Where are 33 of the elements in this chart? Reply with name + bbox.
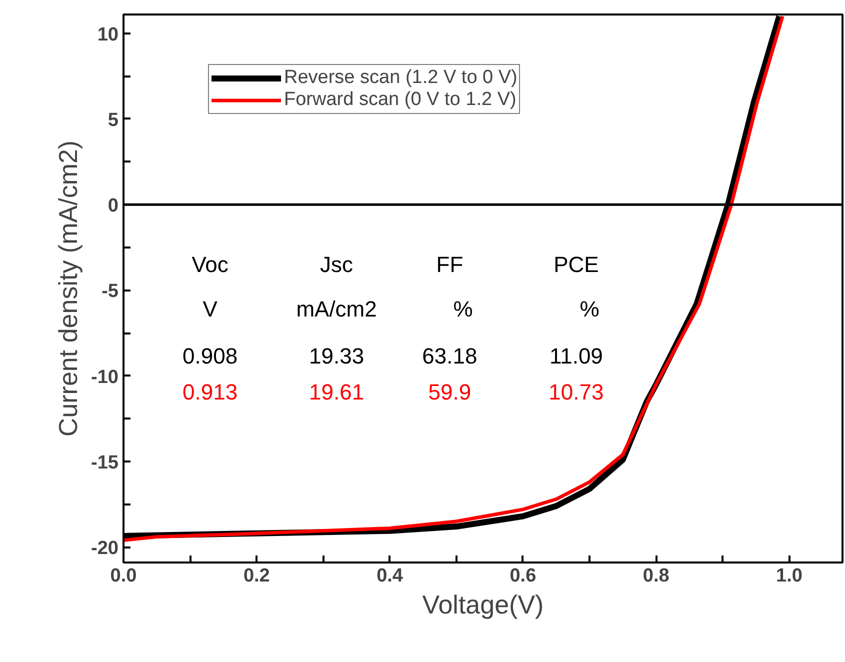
annotation: Jsc xyxy=(320,252,354,278)
x-tick-label: 0.6 xyxy=(510,566,536,586)
annotation: 63.18 xyxy=(422,343,478,368)
annotation: 59.9 xyxy=(428,379,472,404)
annotation: % xyxy=(580,296,600,322)
annotation: 0.908 xyxy=(182,343,238,368)
x-tick-label: 0.4 xyxy=(376,566,404,586)
y-tick-label: -5 xyxy=(102,281,119,302)
annotation: 10.73 xyxy=(548,379,604,404)
annotation: PCE xyxy=(554,252,599,278)
annotation: V xyxy=(202,296,218,322)
y-tick-label: -10 xyxy=(91,366,119,388)
annotation: 0.913 xyxy=(182,379,238,404)
annotation: % xyxy=(453,296,473,322)
annotation: 11.09 xyxy=(549,343,603,368)
y-tick-label: 0 xyxy=(108,196,119,217)
x-tick-label: 1.0 xyxy=(776,566,802,586)
y-tick-label: -20 xyxy=(91,538,119,560)
y-axis-title: Current density (mA/cm2) xyxy=(53,140,84,437)
y-tick-label: -15 xyxy=(91,452,119,474)
x-tick-label: 0.0 xyxy=(110,566,137,586)
legend-label: Forward scan (0 V to 1.2 V) xyxy=(284,89,516,111)
x-tick-label: 0.8 xyxy=(642,566,670,586)
y-tick-label: 5 xyxy=(108,110,119,131)
x-axis-title: Voltage(V) xyxy=(422,590,544,620)
annotation: 19.61 xyxy=(309,379,364,404)
annotation: mA/cm2 xyxy=(296,296,377,322)
annotation: FF xyxy=(436,252,464,278)
y-tick-label: 10 xyxy=(97,24,119,46)
annotation: 19.33 xyxy=(309,343,364,368)
annotation: Voc xyxy=(192,252,228,278)
legend-label: Reverse scan (1.2 V to 0 V) xyxy=(284,67,518,89)
x-tick-label: 0.2 xyxy=(243,566,270,586)
